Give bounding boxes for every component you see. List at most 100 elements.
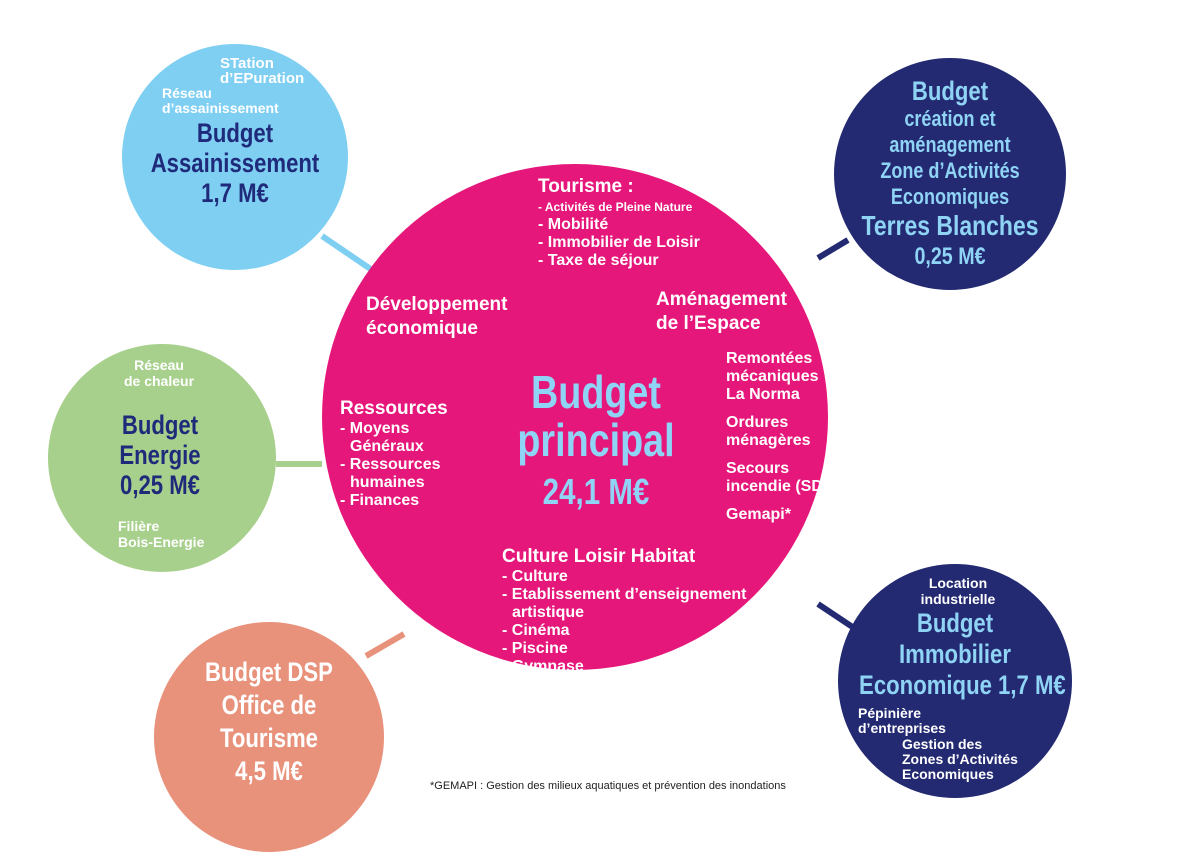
zae-name: Terres Blanches [861,210,1039,241]
ressources-item: humaines [350,474,425,491]
immobilier-title: Budget Immobilier Economique 1,7 M€ [859,608,1066,701]
amenagement-line: de l’Espace [656,313,761,334]
zae-circle [834,58,1066,290]
assainissement-sub-line: STation [220,55,274,72]
immobilier-circle [838,564,1072,798]
zae-line: Economiques [890,184,1010,209]
energie-sub-top: Réseau de chaleur [104,357,214,389]
amenagement-line: Aménagement [656,289,787,310]
amenagement-item: ménagères [726,432,811,449]
culture-item: - Piscine [502,640,568,657]
assainissement-circle [122,44,348,270]
tourisme-dsp-circle [154,622,384,852]
assainissement-sub-line: d’EPuration [220,70,305,87]
energie-sub-line: Réseau [134,357,184,373]
main-title-line: Budget [531,366,661,418]
immobilier-sub-top: Location industrielle [908,575,1008,607]
dev-eco-line: Développement [366,294,508,315]
ressources-item: - Ressources [340,456,441,473]
tourisme-dsp-line: Office de [221,690,317,720]
zae-amount: 0,25 M€ [914,243,986,270]
tourisme-heading: Tourisme : [538,176,634,197]
zae-line: création et [904,106,996,131]
energie-circle [48,344,276,572]
amenagement-item: Secours [726,460,790,477]
amenagement-block: Aménagement de l’Espace [656,288,787,336]
amenagement-item: Remontées [726,350,813,367]
main-amount: 24,1 M€ [542,471,650,512]
culture-item: artistique [512,604,585,621]
immobilier-sub-line: d’entreprises [858,720,946,736]
energie-sub-line: de chaleur [123,373,195,389]
connector-tourisme [364,631,406,659]
amenagement-item: incendie (SDIS) [726,478,844,495]
assainissement-sub-line: Réseau [162,85,212,101]
amenagement-item: La Norma [726,386,800,403]
ressources-item: Généraux [350,438,424,455]
main-title: Budget principal [506,368,686,464]
immobilier-title-line: Budget [916,608,994,638]
culture-item: - Cinéma [502,622,570,639]
connector-assainissement [320,233,374,273]
zae-line: Budget [911,76,989,106]
ressources-item: - Moyens [340,420,410,437]
tourisme-item: - Mobilité [538,216,609,233]
culture-heading: Culture Loisir Habitat [502,546,696,567]
immobilier-sub-bottom-1: Pépinière d’entreprises [858,706,946,736]
assainissement-amount: 1,7 M€ [201,178,269,208]
immobilier-title-line: Immobilier [899,639,1011,669]
assainissement-sub-line: d’assainissement [162,100,279,116]
immobilier-sub-line: Zones d’Activités [902,751,1018,767]
immobilier-sub-line: Economiques [902,766,994,782]
connector-immobilier [816,601,856,631]
dev-eco-line: économique [366,318,478,339]
energie-sub-line: Bois-Energie [118,534,205,550]
amenagement-item: Gemapi* [726,506,791,523]
energie-sub-line: Filière [118,518,160,534]
immobilier-sub-line: industrielle [920,591,996,607]
immobilier-sub-bottom-2: Gestion des Zones d’Activités Economique… [902,737,1018,782]
tourisme-dsp-title: Budget DSP Office de Tourisme 4,5 M€ [178,656,360,788]
ressources-heading: Ressources [340,398,448,419]
zae-line: Zone d’Activités [880,158,1020,183]
immobilier-title-line: Economique 1,7 M€ [859,670,1066,700]
amenagement-item: mécaniques [726,368,819,385]
tourisme-dsp-line: 4,5 M€ [235,756,303,786]
ressources-block: Ressources - Moyens Généraux - Ressource… [340,398,448,510]
tourisme-item: - Activités de Pleine Nature [538,200,693,214]
amenagement-items: Remontées mécaniques La Norma Ordures mé… [726,350,843,524]
zae-line: aménagement [889,132,1011,157]
culture-block: Culture Loisir Habitat - Culture - Etabl… [502,546,747,694]
ressources-item: - Finances [340,492,420,509]
culture-item: - Gymnase [502,658,584,675]
tourisme-block: Tourisme : - Activités de Pleine Nature … [538,176,700,270]
dev-eco-block: Développement économique [366,293,507,341]
assainissement-title-line: Assainissement [150,148,320,178]
connector-zae [816,237,850,261]
assainissement-title: Budget Assainissement 1,7 M€ [141,118,330,208]
energie-amount: 0,25 M€ [119,470,201,500]
energie-title-line: Budget [121,410,199,440]
amenagement-item: Ordures [726,414,789,431]
main-title-line: principal [517,414,675,466]
immobilier-sub-line: Gestion des [902,736,983,752]
assainissement-sub-2: Réseau d’assainissement [162,86,279,116]
main-budget-circle [322,164,828,670]
energie-sub-bottom: Filière Bois-Energie [118,518,204,550]
tourisme-item: - Taxe de séjour [538,252,659,269]
tourisme-item: - Immobilier de Loisir [538,234,700,251]
energie-title-line: Energie [119,440,201,470]
tourisme-dsp-line: Tourisme [219,723,319,753]
culture-item: - Etablissement d’enseignement [502,586,747,603]
assainissement-sub: STation d’EPuration [220,56,304,86]
zae-title: Budget création et aménagement Zone d’Ac… [860,76,1040,272]
immobilier-sub-line: Pépinière [858,705,922,721]
energie-title: Budget Energie 0,25 M€ [80,410,241,500]
footnote: *GEMAPI : Gestion des milieux aquatiques… [430,780,786,792]
assainissement-title-line: Budget [196,118,274,148]
culture-item: - Culture [502,568,568,585]
tourisme-dsp-line: Budget DSP [205,657,333,687]
immobilier-sub-line: Location [928,575,988,591]
